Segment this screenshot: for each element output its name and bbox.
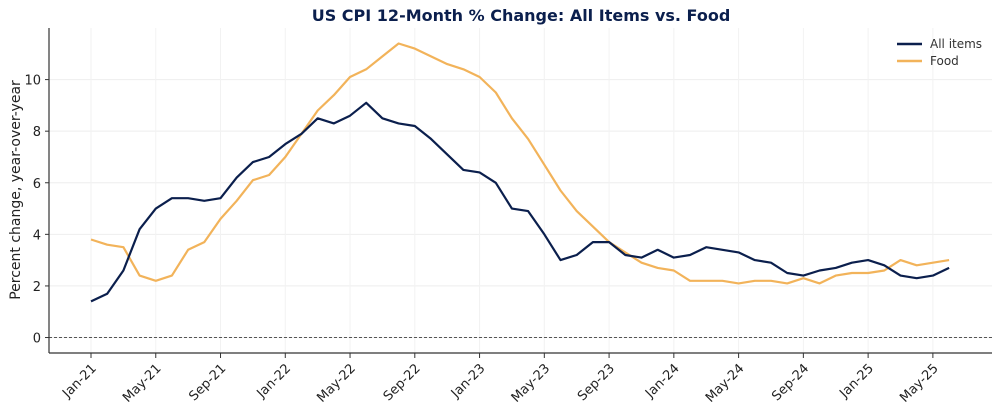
y-tick-label: 0 [33,332,41,347]
y-tick-label: 8 [33,125,41,140]
gridlines [49,28,992,353]
series-line-food [90,42,950,285]
legend: All items Food [897,37,982,68]
x-tick-label: Jan-24 [642,361,683,402]
legend-label: All items [930,37,982,51]
x-tick-label: Sep-22 [381,361,424,404]
x-tick-label: Jan-21 [59,361,100,402]
chart-title: US CPI 12-Month % Change: All Items vs. … [312,6,731,25]
x-tick-label: May-25 [897,361,941,405]
axes: 0 2 4 6 8 10 Jan-21 May-21 Sep-21 Jan-22 May-22 Sep… [24,28,992,406]
y-tick-label: 10 [24,74,41,89]
series-line-all-items [90,101,950,303]
x-tick-label: May-21 [120,361,164,405]
y-tick-label: 2 [33,280,41,295]
x-tick-label: Jan-23 [448,361,489,402]
x-tick-label: May-24 [703,361,747,405]
y-tick-label: 6 [33,177,41,192]
x-tick-label: Jan-25 [836,361,877,402]
x-tick-label: May-22 [314,361,358,405]
legend-label: Food [930,54,959,68]
y-axis-label: Percent change, year-over-year [8,80,24,300]
x-tick-label: Jan-22 [254,361,295,402]
x-tick-label: Sep-24 [769,361,812,404]
x-tick-label: Sep-21 [186,361,229,404]
x-tick-label: May-23 [509,361,553,405]
series-lines [90,42,950,303]
x-tick-label: Sep-23 [575,361,618,404]
y-tick-label: 4 [33,228,41,243]
